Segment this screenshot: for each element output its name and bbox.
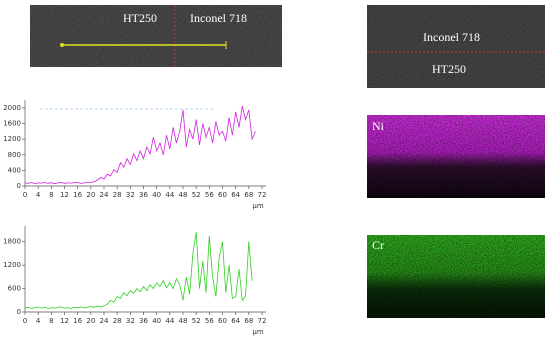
x-tick-label: 24 [100, 191, 109, 199]
x-tick-label: 68 [244, 317, 253, 325]
y-tick-label: 1800 [3, 238, 21, 246]
x-tick-label: 52 [192, 191, 201, 199]
x-tick-label: 48 [179, 317, 188, 325]
x-tick-label: 40 [152, 317, 161, 325]
y-tick-label: 800 [8, 151, 21, 159]
x-tick-label: 72 [258, 191, 267, 199]
x-axis-label: μm [252, 202, 263, 210]
x-tick-label: 64 [231, 191, 240, 199]
y-tick-label: 600 [8, 285, 21, 293]
x-tick-label: 8 [49, 317, 53, 325]
image-label: HT250 [432, 62, 466, 76]
x-tick-label: 16 [73, 191, 82, 199]
cr-map: Cr [367, 235, 545, 318]
data-line [24, 231, 253, 309]
y-tick-label: 0 [17, 182, 21, 190]
x-tick-label: 40 [152, 191, 161, 199]
ni-map: Ni [367, 115, 545, 198]
x-tick-label: 36 [139, 191, 148, 199]
x-tick-label: 72 [258, 317, 267, 325]
x-tick-label: 0 [23, 191, 27, 199]
x-tick-label: 4 [36, 317, 41, 325]
x-tick-label: 48 [179, 191, 188, 199]
cross-section-image: Inconel 718 HT250 [367, 5, 545, 88]
x-tick-label: 60 [218, 191, 227, 199]
x-tick-label: 28 [113, 317, 122, 325]
y-tick-label: 0 [17, 308, 21, 316]
x-tick-label: 16 [73, 317, 82, 325]
x-tick-label: 64 [231, 317, 240, 325]
x-tick-label: 44 [165, 317, 174, 325]
y-tick-label: 2000 [3, 104, 21, 112]
x-tick-label: 44 [165, 191, 174, 199]
x-tick-label: 56 [205, 191, 214, 199]
x-tick-label: 56 [205, 317, 214, 325]
x-tick-label: 4 [36, 191, 41, 199]
line-scan-image: HT250 Inconel 718 [30, 5, 282, 67]
x-tick-label: 12 [60, 191, 69, 199]
y-tick-label: 1600 [3, 120, 21, 128]
x-tick-label: 0 [23, 317, 27, 325]
x-tick-label: 20 [86, 317, 95, 325]
y-tick-label: 400 [8, 166, 21, 174]
x-tick-label: 68 [244, 191, 253, 199]
x-tick-label: 32 [126, 191, 135, 199]
image-label: HT250 [123, 11, 157, 25]
x-tick-label: 8 [49, 191, 53, 199]
x-tick-label: 36 [139, 317, 148, 325]
map-label: Cr [372, 238, 384, 252]
y-tick-label: 1200 [3, 261, 21, 269]
data-line [24, 105, 256, 185]
y-tick-label: 1200 [3, 135, 21, 143]
image-label: Inconel 718 [423, 30, 480, 44]
image-label: Inconel 718 [190, 11, 247, 25]
x-tick-label: 28 [113, 191, 122, 199]
map-label: Ni [372, 119, 385, 133]
x-tick-label: 12 [60, 317, 69, 325]
x-tick-label: 24 [100, 317, 109, 325]
x-tick-label: 32 [126, 317, 135, 325]
x-tick-label: 60 [218, 317, 227, 325]
x-tick-label: 20 [86, 191, 95, 199]
x-axis-label: μm [252, 328, 263, 336]
x-tick-label: 52 [192, 317, 201, 325]
